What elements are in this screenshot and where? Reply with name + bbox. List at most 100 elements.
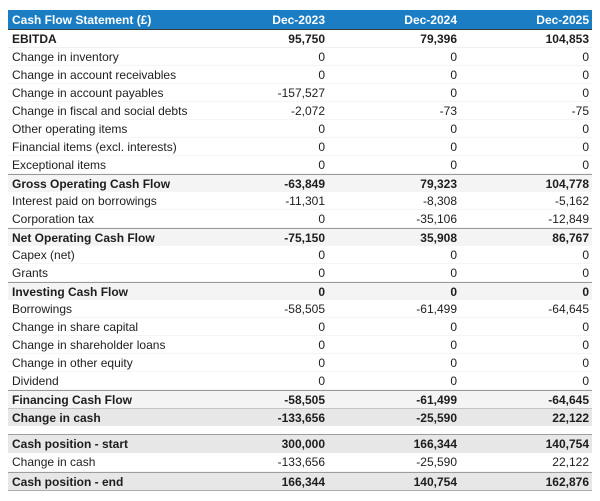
row-value: 0 [582, 284, 589, 299]
row-label: Interest paid on borrowings [12, 193, 157, 208]
row-value: -61,499 [416, 301, 457, 316]
row-value: 166,344 [281, 474, 325, 489]
row-value: 79,323 [420, 176, 457, 191]
row-value: 0 [450, 67, 457, 82]
table-row: EBITDA 95,750 79,396 104,853 [8, 30, 592, 48]
row-value: 0 [450, 49, 457, 64]
table-row: Change in inventory 0 0 0 [8, 48, 592, 66]
table-header-row: Cash Flow Statement (£) Dec-2023 Dec-202… [8, 10, 592, 30]
row-label: EBITDA [12, 31, 57, 46]
row-value: -5,162 [554, 193, 589, 208]
table-row: Change in cash -133,656 -25,590 22,122 [8, 408, 592, 426]
row-value: 0 [318, 319, 325, 334]
row-value: -12,849 [548, 211, 589, 226]
table-row: Change in fiscal and social debts -2,072… [8, 102, 592, 120]
row-value: 0 [450, 265, 457, 280]
row-value: 22,122 [552, 455, 589, 469]
row-value: 0 [450, 247, 457, 262]
row-label: Capex (net) [12, 247, 75, 262]
row-value: -75 [571, 103, 589, 118]
table-row: Gross Operating Cash Flow -63,849 79,323… [8, 174, 592, 192]
table-row: Dividend 0 0 0 [8, 372, 592, 390]
table-row: Corporation tax 0 -35,106 -12,849 [8, 210, 592, 228]
table-row: Cash position - start 300,000 166,344 14… [8, 434, 592, 453]
row-value: 104,778 [545, 176, 589, 191]
row-value: 0 [450, 355, 457, 370]
table-row: Interest paid on borrowings -11,301 -8,3… [8, 192, 592, 210]
row-value: 0 [582, 247, 589, 262]
table-row: Exceptional items 0 0 0 [8, 156, 592, 174]
row-label: Change in account payables [12, 85, 164, 100]
row-label: Cash position - start [12, 437, 129, 451]
row-value: -61,499 [416, 392, 457, 407]
row-value: -63,849 [284, 176, 325, 191]
row-label: Change in fiscal and social debts [12, 103, 188, 118]
row-value: 79,396 [420, 31, 457, 46]
row-label: Corporation tax [12, 211, 95, 226]
row-value: 0 [318, 373, 325, 388]
row-value: 0 [318, 157, 325, 172]
row-label: Change in shareholder loans [12, 337, 166, 352]
row-value: 0 [450, 373, 457, 388]
row-value: -35,106 [416, 211, 457, 226]
row-label: Borrowings [12, 301, 73, 316]
row-value: 0 [450, 319, 457, 334]
table-row: Financial items (excl. interests) 0 0 0 [8, 138, 592, 156]
row-value: 0 [450, 337, 457, 352]
row-label: Cash position - end [12, 474, 124, 489]
row-label: Change in share capital [12, 319, 139, 334]
table-row: Change in shareholder loans 0 0 0 [8, 336, 592, 354]
row-value: 166,344 [413, 437, 457, 451]
row-value: -58,505 [284, 301, 325, 316]
row-label: Grants [12, 265, 49, 280]
table-row: Other operating items 0 0 0 [8, 120, 592, 138]
row-value: 162,876 [545, 474, 589, 489]
row-label: Change in cash [12, 455, 96, 469]
row-value: 0 [582, 337, 589, 352]
row-label: Financial items (excl. interests) [12, 139, 177, 154]
column-header-dec-2025: Dec-2025 [536, 12, 589, 27]
row-value: 0 [318, 284, 325, 299]
table-row: Change in account payables -157,527 0 0 [8, 84, 592, 102]
row-value: 0 [582, 67, 589, 82]
row-value: 0 [450, 121, 457, 136]
row-value: -25,590 [416, 455, 457, 469]
row-label: Investing Cash Flow [12, 284, 129, 299]
row-value: -64,645 [548, 301, 589, 316]
row-label: Change in inventory [12, 49, 119, 64]
table-row: Cash position - end 166,344 140,754 162,… [8, 472, 592, 491]
row-value: 0 [318, 211, 325, 226]
row-value: 0 [582, 319, 589, 334]
row-value: 95,750 [288, 31, 325, 46]
column-header-dec-2023: Dec-2023 [272, 12, 325, 27]
row-label: Net Operating Cash Flow [12, 230, 155, 245]
row-value: -25,590 [416, 410, 457, 425]
row-label: Gross Operating Cash Flow [12, 176, 171, 191]
row-value: 0 [450, 85, 457, 100]
row-value: -157,527 [277, 85, 325, 100]
table-title: Cash Flow Statement (£) [12, 12, 152, 27]
row-value: 0 [318, 337, 325, 352]
row-value: -133,656 [277, 410, 325, 425]
row-value: -133,656 [277, 455, 325, 469]
row-value: 0 [318, 355, 325, 370]
row-value: 104,853 [545, 31, 589, 46]
row-value: 0 [450, 157, 457, 172]
row-value: 0 [582, 121, 589, 136]
row-value: -64,645 [548, 392, 589, 407]
row-label: Change in cash [12, 410, 101, 425]
row-value: -11,301 [285, 193, 325, 208]
row-value: 0 [582, 85, 589, 100]
row-value: 0 [318, 139, 325, 154]
row-value: 0 [318, 121, 325, 136]
row-value: 0 [582, 265, 589, 280]
row-value: -58,505 [284, 392, 325, 407]
row-value: 0 [318, 265, 325, 280]
table-row: Change in cash -133,656 -25,590 22,122 [8, 453, 592, 472]
table-section-cash-position: Cash position - start 300,000 166,344 14… [8, 434, 592, 491]
table-section-main: EBITDA 95,750 79,396 104,853 Change in i… [8, 30, 592, 426]
row-value: 0 [450, 139, 457, 154]
row-value: 140,754 [413, 474, 457, 489]
row-label: Other operating items [12, 121, 128, 136]
table-row: Investing Cash Flow 0 0 0 [8, 282, 592, 300]
